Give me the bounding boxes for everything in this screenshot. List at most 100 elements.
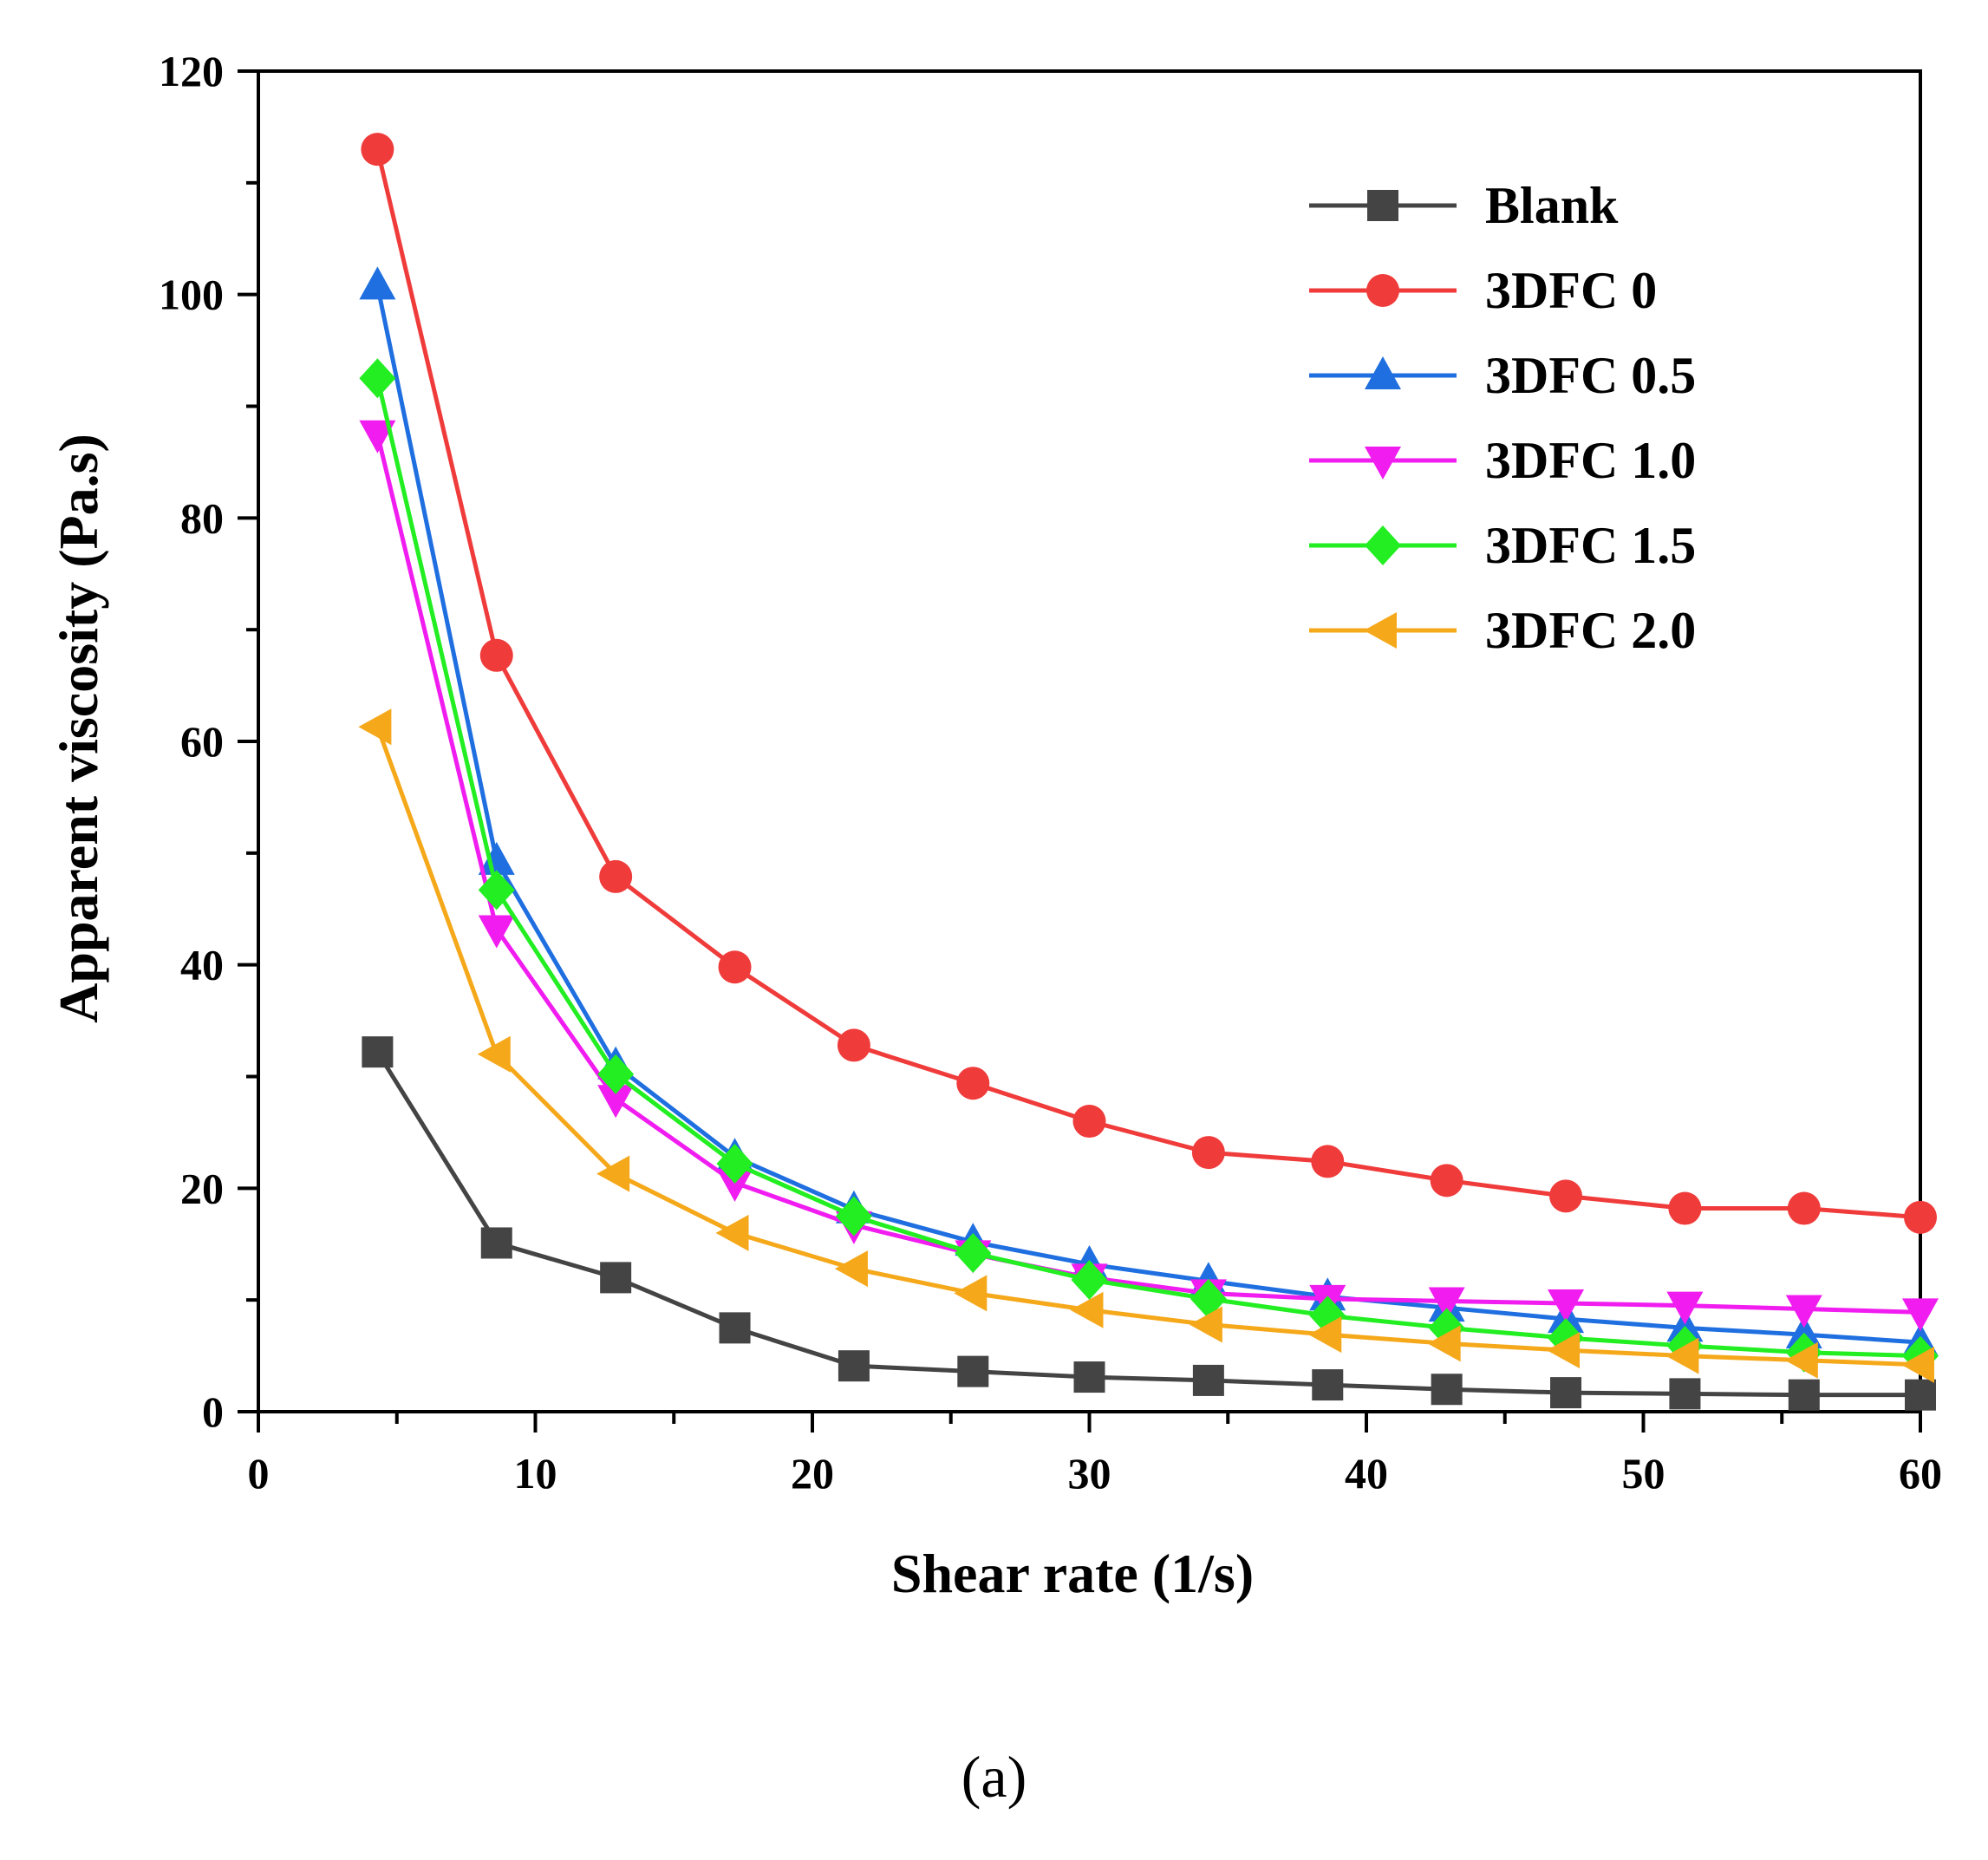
y-tick-label: 100 [159,271,224,319]
legend-label: 3DFC 0.5 [1485,347,1696,404]
data-point-triangle-left [715,1214,749,1251]
data-point-diamond [1365,525,1401,565]
data-point-triangle-left [834,1250,868,1288]
x-tick-label: 50 [1622,1449,1665,1498]
legend-label: Blank [1485,177,1619,234]
data-point-diamond [1071,1259,1108,1300]
series-line [375,148,1921,1220]
data-point-triangle-down [716,1168,753,1202]
data-point-circle [1430,1164,1463,1198]
data-point-triangle-left [1547,1332,1581,1369]
y-tick-label: 80 [180,493,224,542]
x-axis: 0 10 20 30 40 50 60 [248,1412,1942,1498]
data-point-circle [1311,1145,1345,1178]
legend-entry: Blank [1309,177,1619,234]
data-point-square [600,1262,632,1294]
data-point-circle [837,1028,870,1062]
data-point-triangle-left [1784,1341,1818,1379]
legend-label: 3DFC 1.5 [1485,517,1696,574]
data-point-triangle-left [1070,1291,1104,1328]
y-tick-label: 20 [180,1164,224,1212]
data-point-circle [479,638,513,672]
data-point-square [719,1312,751,1344]
data-point-circle [1072,1105,1106,1139]
x-tick-label: 60 [1899,1449,1942,1498]
data-point-triangle-up [1785,1315,1822,1349]
data-point-triangle-left [477,1035,511,1073]
data-point-diamond [1190,1278,1227,1319]
data-point-circle [1904,1200,1937,1234]
data-point-triangle-left [1665,1337,1699,1374]
data-point-triangle-left [1427,1325,1461,1362]
legend-entry: 3DFC 2.0 [1309,602,1696,659]
data-point-diamond [955,1233,992,1274]
x-tick-label: 10 [514,1449,557,1498]
y-tick-label: 0 [202,1387,224,1436]
series-3dfc-0-5 [359,266,1939,1357]
data-point-square [1192,1364,1224,1396]
data-point-triangle-down [1785,1295,1822,1328]
data-point-triangle-down [597,1085,635,1119]
legend-entry: 3DFC 1.5 [1309,517,1696,574]
data-point-diamond [597,1054,635,1094]
data-point-square [957,1355,989,1387]
data-point-circle [1366,274,1399,307]
series-3dfc-1-5 [359,358,1939,1376]
legend-label: 3DFC 1.0 [1485,432,1696,489]
legend-entry: 3DFC 1.0 [1309,432,1696,489]
x-axis-title: Shear rate (1/s) [891,1543,1254,1604]
legend-label: 3DFC 2.0 [1485,602,1696,659]
data-point-triangle-left [358,708,392,746]
data-point-circle [956,1067,990,1100]
legend-entry: 3DFC 0 [1309,262,1657,319]
data-point-circle [1787,1191,1821,1225]
data-point-triangle-up [359,266,396,300]
legend: Blank 3DFC 0 3DFC 0.5 3DFC 1.0 3DFC 1.5 3DFC … [1309,177,1696,659]
data-point-diamond [716,1143,753,1184]
data-point-triangle-up [1365,356,1401,389]
series-line [375,1050,1920,1398]
series-layer [358,133,1939,1411]
series-blank [362,1036,1936,1411]
legend-label: 3DFC 0 [1485,262,1657,319]
series-3dfc-2-0 [358,708,1934,1383]
data-point-square [1312,1369,1344,1401]
series-line [375,726,1921,1367]
data-point-diamond [359,358,396,399]
x-tick-label: 0 [248,1449,270,1498]
data-point-circle [1668,1191,1702,1225]
x-tick-label: 30 [1068,1449,1111,1498]
data-point-circle [1191,1136,1225,1170]
data-point-triangle-left [1308,1316,1342,1354]
data-point-triangle-down [1902,1298,1939,1332]
figure-caption: (a) [961,1744,1027,1810]
x-tick-label: 40 [1345,1449,1388,1498]
y-tick-label: 40 [180,941,224,989]
series-3dfc-0 [361,133,1937,1234]
data-point-triangle-left [1189,1306,1222,1343]
data-point-circle [599,859,633,893]
legend-entry: 3DFC 0.5 [1309,347,1696,404]
series-line [375,284,1921,1345]
data-point-square [1905,1379,1936,1411]
y-tick-label: 120 [159,47,224,95]
data-point-triangle-down [1666,1291,1704,1325]
data-point-triangle-up [478,841,515,875]
data-point-triangle-down [1428,1287,1465,1321]
y-axis: 0 20 40 60 80 100 120 [159,47,258,1436]
data-point-square [1073,1361,1105,1393]
data-point-triangle-down [359,420,396,454]
data-point-triangle-down [478,915,515,949]
data-point-square [480,1227,512,1259]
data-point-square [1669,1378,1701,1410]
series-line [375,377,1921,1359]
data-point-square [1788,1379,1820,1411]
data-point-diamond [835,1196,872,1237]
series-3dfc-1-0 [359,420,1939,1332]
data-point-circle [1549,1179,1583,1213]
data-point-triangle-down [1365,447,1401,480]
data-point-square [838,1350,870,1382]
data-point-square [1550,1377,1582,1409]
data-point-diamond [478,870,515,910]
